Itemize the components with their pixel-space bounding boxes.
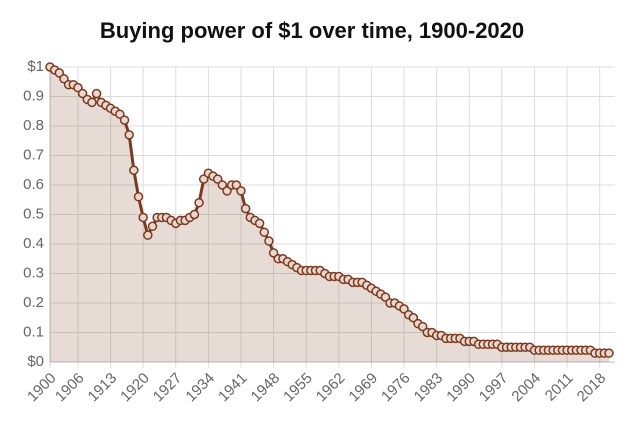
y-tick-label: $0: [27, 353, 44, 370]
point: [133, 192, 144, 202]
y-tick-label: 0.9: [23, 87, 44, 104]
point: [236, 186, 246, 196]
point: [119, 115, 130, 125]
x-tick-label: 1997: [476, 370, 512, 406]
x-tick-label: 2004: [508, 370, 544, 406]
x-tick-label: 1913: [85, 370, 121, 406]
point: [87, 97, 97, 108]
area: [50, 67, 609, 362]
x-tick-label: 1976: [378, 370, 414, 406]
point: [124, 130, 134, 140]
x-tick-label: 1934: [182, 370, 218, 406]
x-tick-label: 1927: [150, 370, 186, 406]
y-tick-label: 0.8: [23, 117, 44, 134]
point: [604, 348, 614, 358]
point: [240, 203, 251, 214]
y-tick-label: 0.6: [23, 176, 44, 193]
x-tick-label: 1900: [24, 370, 60, 406]
point: [91, 88, 102, 99]
point: [138, 212, 148, 223]
y-tick-label: $1: [27, 58, 44, 75]
point: [189, 209, 200, 220]
x-tick-label: 1969: [345, 370, 381, 406]
x-tick-label: 1983: [411, 370, 447, 406]
x-tick-label: 1920: [117, 370, 153, 406]
y-tick-label: 0.3: [23, 264, 44, 281]
chart-title: Buying power of $1 over time, 1900-2020: [100, 18, 524, 43]
point: [147, 221, 158, 232]
point: [194, 197, 204, 208]
y-tick-label: 0.7: [23, 146, 44, 163]
x-tick-label: 1962: [313, 370, 349, 406]
y-tick-label: 0.1: [23, 323, 44, 340]
x-tick-label: 1948: [248, 370, 284, 406]
point: [264, 236, 274, 246]
point: [129, 165, 139, 175]
x-tick-label: 2011: [542, 370, 577, 405]
x-tick-label: 2018: [574, 370, 610, 406]
y-tick-label: 0.4: [23, 235, 44, 252]
x-tick-label: 1906: [52, 370, 88, 406]
point: [254, 218, 265, 229]
x-tick-label: 1955: [280, 370, 316, 406]
x-tick-label: 1941: [215, 370, 251, 406]
y-tick-label: 0.2: [23, 294, 44, 311]
point: [143, 230, 153, 240]
y-tick-label: 0.5: [23, 205, 44, 222]
point: [259, 227, 270, 237]
x-tick-label: 1990: [443, 370, 479, 406]
